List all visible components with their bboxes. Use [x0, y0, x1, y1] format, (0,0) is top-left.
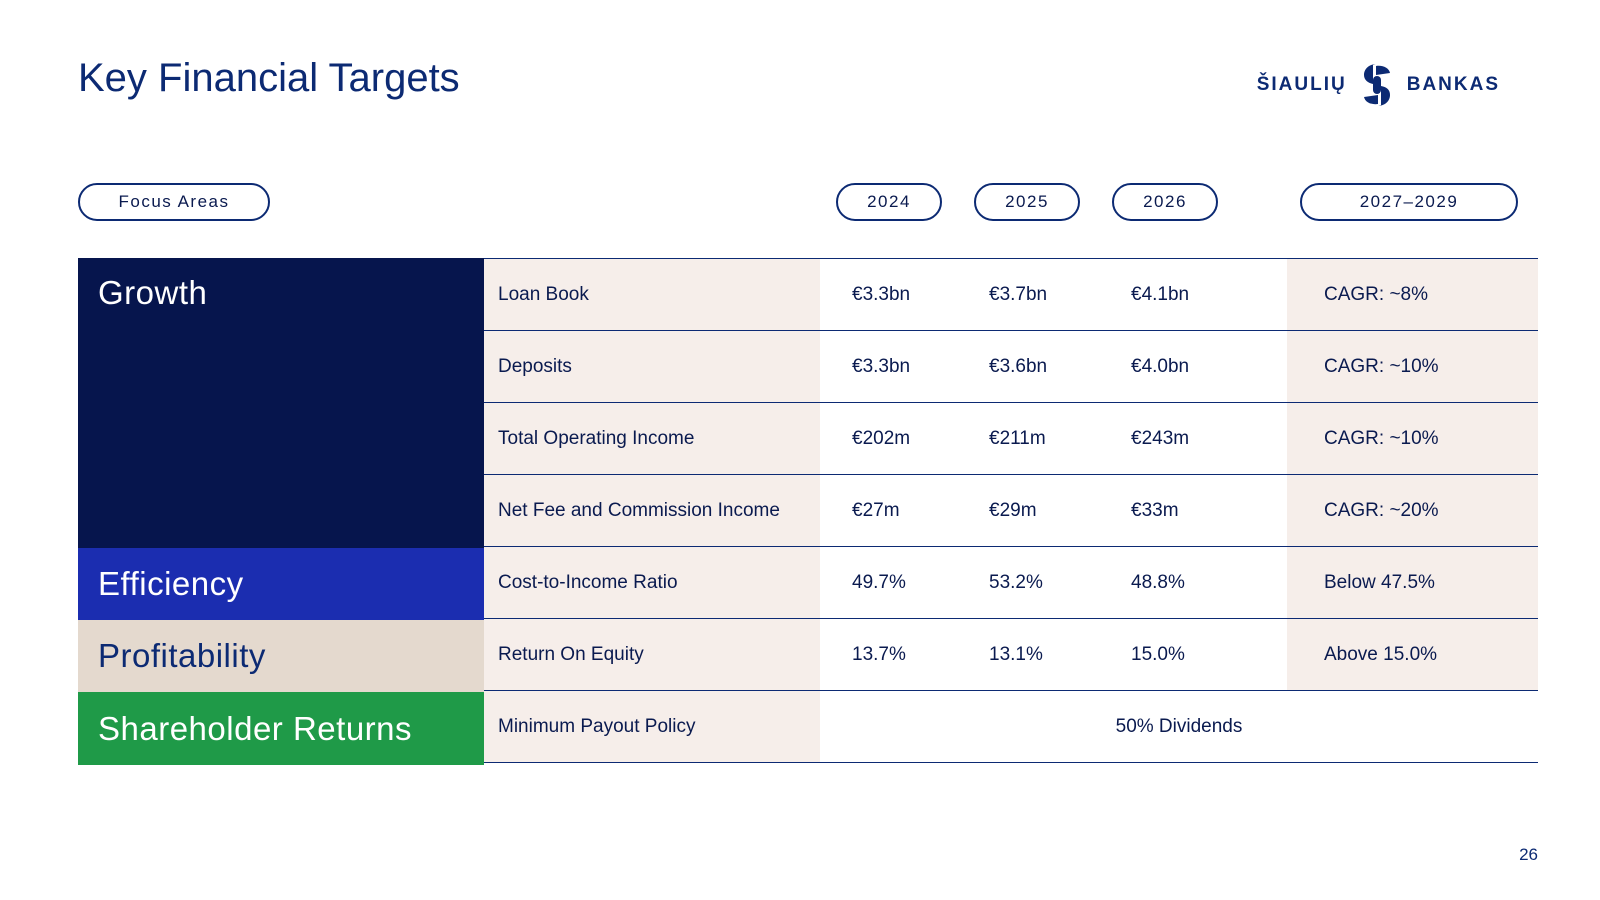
value-2026: €243m [1131, 427, 1190, 449]
logo-mark-icon [1363, 64, 1390, 106]
page-title: Key Financial Targets [78, 56, 460, 100]
value-2026: 15.0% [1131, 643, 1185, 665]
value-2025: €211m [989, 427, 1046, 449]
value-2024: 49.7% [852, 571, 906, 593]
focus-area-efficiency: Efficiency [78, 548, 484, 620]
value-2024: €3.3bn [852, 355, 911, 377]
focus-area-growth: Growth [78, 258, 484, 548]
table-row: Net Fee and Commission Income €27m €29m … [78, 474, 1538, 546]
metric-label: Loan Book [484, 259, 820, 330]
bank-logo: ŠIAULIŲ BANKAS [1257, 62, 1500, 108]
value-2027-2029: CAGR: ~10% [1287, 331, 1538, 402]
value-2025: €3.7bn [989, 283, 1048, 305]
value-2027-2029: Above 15.0% [1287, 619, 1538, 690]
focus-area-label: Efficiency [98, 565, 244, 602]
value-2027-2029: Below 47.5% [1287, 547, 1538, 618]
focus-area-shareholder-returns: Shareholder Returns [78, 692, 484, 765]
targets-table: Loan Book €3.3bn €3.7bn €4.1bn CAGR: ~8%… [78, 258, 1538, 763]
metric-label: Deposits [484, 331, 820, 402]
table-row: Cost-to-Income Ratio 49.7% 53.2% 48.8% B… [78, 546, 1538, 618]
header-2025: 2025 [974, 183, 1080, 221]
table-row: Minimum Payout Policy 50% Dividends [78, 690, 1538, 763]
value-2025: €29m [989, 499, 1037, 521]
value-2025: 13.1% [989, 643, 1043, 665]
metric-label: Net Fee and Commission Income [484, 475, 820, 546]
header-focus-areas: Focus Areas [78, 183, 270, 221]
logo-right-word: BANKAS [1406, 74, 1500, 95]
table-row: Return On Equity 13.7% 13.1% 15.0% Above… [78, 618, 1538, 690]
value-2026: €4.1bn [1131, 283, 1190, 305]
header-2026: 2026 [1112, 183, 1218, 221]
value-2024: €202m [852, 427, 911, 449]
header-2027-2029: 2027–2029 [1300, 183, 1518, 221]
table-row: Loan Book €3.3bn €3.7bn €4.1bn CAGR: ~8% [78, 258, 1538, 330]
value-2025: 53.2% [989, 571, 1043, 593]
value-2024: 13.7% [852, 643, 906, 665]
table-row: Total Operating Income €202m €211m €243m… [78, 402, 1538, 474]
focus-area-label: Shareholder Returns [98, 709, 413, 747]
value-2024: €27m [852, 499, 900, 521]
header-2024: 2024 [836, 183, 942, 221]
value-2025: €3.6bn [989, 355, 1048, 377]
value-2027-2029: CAGR: ~8% [1287, 259, 1538, 330]
value-2026: 48.8% [1131, 571, 1185, 593]
logo-left-word: ŠIAULIŲ [1256, 74, 1347, 95]
value-2026: €33m [1131, 499, 1179, 521]
focus-area-label: Profitability [98, 637, 266, 674]
page-number: 26 [1519, 845, 1538, 864]
metric-label: Total Operating Income [484, 403, 820, 474]
value-2026: €4.0bn [1131, 355, 1190, 377]
focus-area-label: Growth [98, 274, 208, 311]
metric-label: Return On Equity [484, 619, 820, 690]
value-2027-2029: CAGR: ~20% [1287, 475, 1538, 546]
value-2027-2029: CAGR: ~10% [1287, 403, 1538, 474]
focus-area-profitability: Profitability [78, 620, 484, 692]
payout-value: 50% Dividends [1115, 715, 1243, 737]
metric-label: Minimum Payout Policy [484, 691, 820, 762]
metric-label: Cost-to-Income Ratio [484, 547, 820, 618]
table-row: Deposits €3.3bn €3.6bn €4.0bn CAGR: ~10% [78, 330, 1538, 402]
value-2024: €3.3bn [852, 283, 911, 305]
